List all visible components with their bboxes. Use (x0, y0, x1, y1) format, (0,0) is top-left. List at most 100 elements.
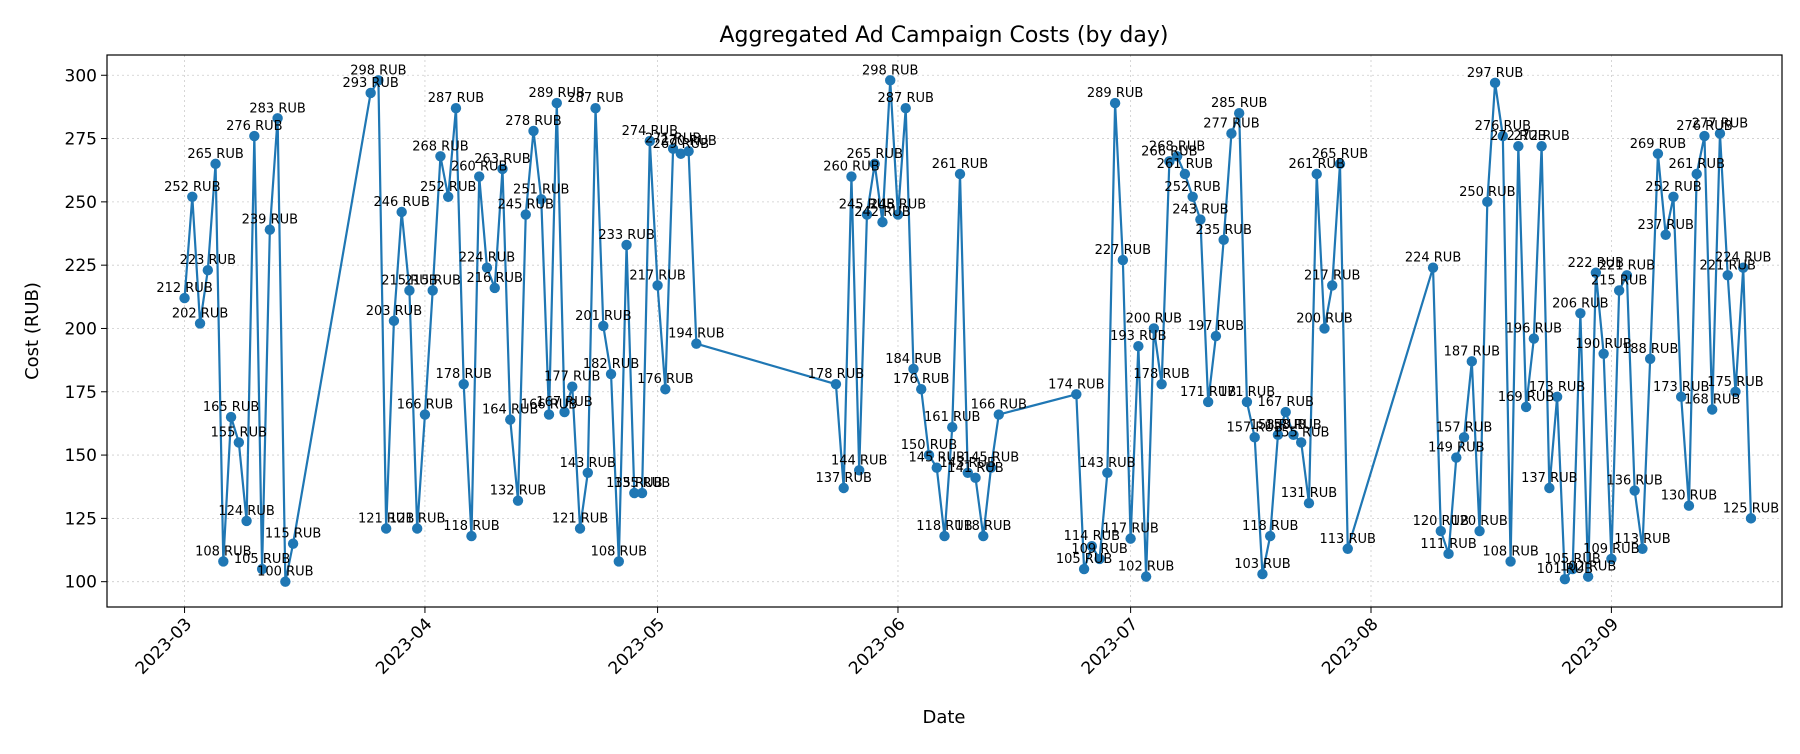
data-point (1280, 406, 1291, 418)
data-point (877, 216, 888, 228)
data-label: 217 RUB (629, 268, 685, 283)
data-point (458, 378, 469, 390)
data-label: 289 RUB (1087, 86, 1143, 101)
data-point (528, 125, 539, 137)
data-label: 167 RUB (536, 395, 592, 410)
data-label: 212 RUB (156, 281, 212, 296)
data-point (861, 209, 873, 220)
data-point (1078, 563, 1090, 575)
data-label: 171 RUB (1180, 385, 1236, 400)
y-tick-label: 225 (65, 256, 97, 276)
data-label: 167 RUB (1257, 395, 1313, 410)
data-label: 149 RUB (1428, 441, 1484, 456)
data-point (892, 209, 904, 220)
data-label: 272 RUB (1513, 129, 1569, 144)
data-point (187, 191, 198, 202)
data-label: 150 RUB (901, 438, 957, 453)
data-point (590, 102, 601, 114)
data-label: 143 RUB (940, 456, 996, 471)
data-point (1451, 452, 1462, 463)
data-point (1644, 353, 1656, 365)
data-point (1575, 308, 1586, 319)
data-point (1489, 77, 1501, 89)
data-label: 171 RUB (1219, 385, 1275, 400)
data-label: 115 RUB (265, 527, 321, 542)
data-label: 111 RUB (1420, 537, 1476, 552)
data-label: 287 RUB (878, 91, 934, 106)
data-label: 109 RUB (1071, 542, 1127, 557)
data-label: 103 RUB (1234, 557, 1290, 572)
data-label: 131 RUB (1281, 486, 1337, 501)
data-label: 227 RUB (1095, 243, 1151, 258)
data-label: 269 RUB (1630, 137, 1686, 152)
data-label: 113 RUB (1320, 532, 1376, 547)
data-label: 223 RUB (180, 253, 236, 268)
data-label: 105 RUB (1056, 552, 1112, 567)
y-tick-label: 300 (65, 66, 97, 86)
data-point (287, 538, 299, 549)
data-label: 245 RUB (839, 198, 895, 213)
data-point (1086, 541, 1098, 552)
data-label: 177 RUB (544, 370, 600, 385)
data-point (830, 378, 842, 390)
data-point (1109, 97, 1121, 109)
data-label: 158 RUB (1265, 418, 1321, 433)
data-label: 178 RUB (1133, 367, 1189, 382)
data-point (380, 523, 392, 534)
data-label: 158 RUB (1250, 418, 1306, 433)
data-label: 121 RUB (389, 512, 445, 527)
data-label: 118 RUB (443, 519, 499, 534)
data-label: 269 RUB (653, 137, 709, 152)
data-point (1125, 533, 1136, 544)
data-point (1202, 396, 1214, 408)
data-point (505, 414, 516, 425)
data-point (1164, 156, 1175, 167)
data-point (427, 285, 438, 296)
data-label: 175 RUB (1707, 375, 1763, 390)
data-label: 176 RUB (637, 372, 693, 387)
data-label: 135 RUB (614, 476, 670, 491)
data-label: 155 RUB (211, 425, 267, 440)
data-point (497, 163, 508, 175)
data-point (1559, 573, 1571, 585)
data-point (1094, 553, 1105, 565)
y-tick-label: 150 (65, 446, 97, 466)
data-label: 266 RUB (1141, 144, 1197, 159)
data-point (985, 462, 997, 473)
data-label: 252 RUB (1645, 180, 1701, 195)
data-label: 137 RUB (815, 471, 871, 486)
y-tick-label: 200 (65, 319, 97, 339)
data-label: 145 RUB (963, 451, 1019, 466)
y-axis: 100 125 150 175 200 225 250 275 300 (65, 66, 107, 593)
data-point (1613, 285, 1625, 296)
data-label: 268 RUB (412, 139, 468, 154)
data-point (411, 523, 423, 534)
data-point (667, 143, 679, 154)
data-point (1675, 391, 1687, 403)
data-label: 102 RUB (1118, 560, 1174, 575)
data-point (1319, 323, 1330, 334)
data-point (225, 411, 237, 423)
data-point (1195, 214, 1206, 225)
data-label: 235 RUB (1195, 223, 1251, 238)
data-label: 173 RUB (1529, 380, 1585, 395)
data-point (249, 130, 260, 142)
data-label: 157 RUB (1226, 420, 1282, 435)
data-point (1699, 130, 1710, 142)
data-point (1707, 404, 1718, 415)
data-label: 168 RUB (1684, 392, 1740, 407)
data-point (970, 472, 981, 484)
data-label: 215 RUB (381, 273, 437, 288)
data-point (512, 495, 524, 506)
data-label: 108 RUB (1482, 544, 1538, 559)
data-point (1148, 323, 1160, 334)
data-label: 260 RUB (823, 160, 879, 175)
data-label: 265 RUB (187, 147, 243, 162)
data-point (481, 262, 493, 273)
data-label: 125 RUB (1723, 501, 1779, 516)
data-label: 178 RUB (436, 367, 492, 382)
data-point (1668, 191, 1679, 202)
data-label: 120 RUB (1451, 514, 1507, 529)
data-label: 260 RUB (451, 160, 507, 175)
